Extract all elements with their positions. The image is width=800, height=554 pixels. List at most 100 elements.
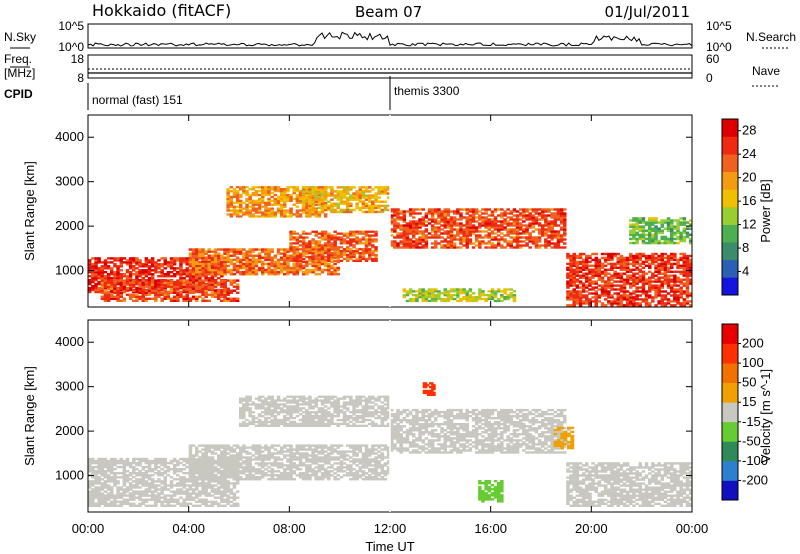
- nsearch-label: N.Search: [746, 30, 796, 44]
- power-cell: [616, 276, 620, 279]
- power-cell: [660, 272, 664, 275]
- power-cell: [405, 240, 410, 243]
- velocity-cell: [160, 480, 164, 483]
- power-cell: [673, 274, 677, 277]
- nave-label: Nave: [752, 64, 780, 78]
- power-cell: [632, 304, 636, 307]
- power-cell: [336, 254, 340, 257]
- velocity-cell: [172, 472, 177, 475]
- power-cell: [188, 264, 193, 268]
- power-cell: [632, 229, 636, 232]
- velocity-cell: [198, 484, 202, 487]
- power-cell: [651, 217, 655, 220]
- power-cell: [295, 242, 300, 245]
- velocity-cell: [116, 494, 120, 497]
- power-cell: [349, 196, 353, 199]
- power-cell: [232, 201, 237, 204]
- power-cell: [333, 248, 337, 251]
- power-cell: [125, 289, 130, 292]
- velocity-cell: [182, 492, 186, 495]
- power-cell: [490, 224, 495, 227]
- power-cell: [641, 241, 646, 245]
- power-cell: [204, 289, 208, 292]
- power-cell: [490, 212, 495, 215]
- power-cell: [591, 264, 595, 267]
- power-cell: [368, 186, 372, 189]
- power-cell: [654, 270, 658, 273]
- power-cell: [506, 208, 510, 211]
- power-cell: [327, 264, 331, 268]
- velocity-cell: [106, 459, 111, 463]
- power-cell: [295, 262, 300, 266]
- power-cell: [320, 194, 325, 197]
- power-band: [390, 208, 567, 249]
- power-cell: [563, 230, 567, 233]
- power-cell: [207, 257, 211, 260]
- power-cell: [641, 278, 646, 281]
- velocity-cell: [154, 486, 158, 489]
- power-cell: [676, 288, 680, 291]
- power-cell: [572, 290, 576, 293]
- power-cell: [641, 288, 646, 291]
- power-cell: [638, 276, 642, 279]
- power-cell: [267, 191, 271, 195]
- power-cell: [226, 256, 230, 259]
- power-cell: [166, 297, 171, 300]
- power-cell: [179, 271, 183, 274]
- power-cell: [676, 260, 680, 264]
- power-cell: [465, 216, 469, 219]
- power-cell: [500, 238, 504, 241]
- velocity-cell: [144, 476, 149, 479]
- power-cell: [408, 290, 413, 293]
- power-cell: [235, 250, 240, 253]
- power-cell: [402, 224, 407, 227]
- power-cell: [157, 263, 161, 266]
- power-cell: [663, 262, 668, 266]
- power-cell: [283, 258, 287, 262]
- power-cell: [471, 299, 476, 303]
- power-cell: [371, 230, 375, 233]
- power-cell: [625, 256, 630, 260]
- power-cell: [128, 257, 133, 260]
- power-cell: [638, 262, 642, 266]
- power-cell: [465, 244, 469, 247]
- power-cell: [217, 291, 221, 294]
- power-cell: [289, 259, 293, 262]
- power-cell: [396, 232, 400, 235]
- power-cell: [267, 256, 271, 259]
- power-cell: [100, 295, 105, 298]
- power-cell: [198, 279, 202, 282]
- power-cell: [210, 277, 215, 280]
- power-cell: [257, 197, 262, 201]
- velocity-cell: [195, 480, 199, 483]
- power-cell: [673, 288, 677, 291]
- power-cell: [154, 271, 158, 274]
- power-cell: [330, 251, 334, 255]
- power-cell: [427, 218, 432, 221]
- power-cell: [682, 282, 687, 285]
- velocity-cell: [160, 474, 164, 477]
- power-cell: [232, 258, 237, 262]
- power-cell: [235, 258, 240, 262]
- nave-tick-bottom: 0: [706, 71, 713, 85]
- power-cell: [688, 280, 693, 283]
- power-cell: [468, 226, 473, 229]
- power-cell: [364, 190, 369, 193]
- power-cell: [169, 267, 174, 270]
- power-cell: [198, 262, 202, 266]
- power-cell: [342, 234, 347, 237]
- power-cell: [651, 260, 655, 264]
- power-cell: [342, 186, 347, 189]
- velocity-cell: [144, 482, 149, 485]
- power-cell: [421, 290, 425, 293]
- power-cell: [141, 297, 145, 300]
- velocity-cell: [147, 465, 152, 469]
- power-cell: [279, 205, 284, 208]
- velocity-cell: [169, 484, 174, 487]
- power-cell: [666, 276, 671, 279]
- power-cell: [314, 196, 318, 199]
- velocity-cell: [110, 459, 114, 463]
- power-cell: [163, 273, 167, 276]
- power-cell: [295, 199, 300, 202]
- velocity-cell: [106, 461, 111, 465]
